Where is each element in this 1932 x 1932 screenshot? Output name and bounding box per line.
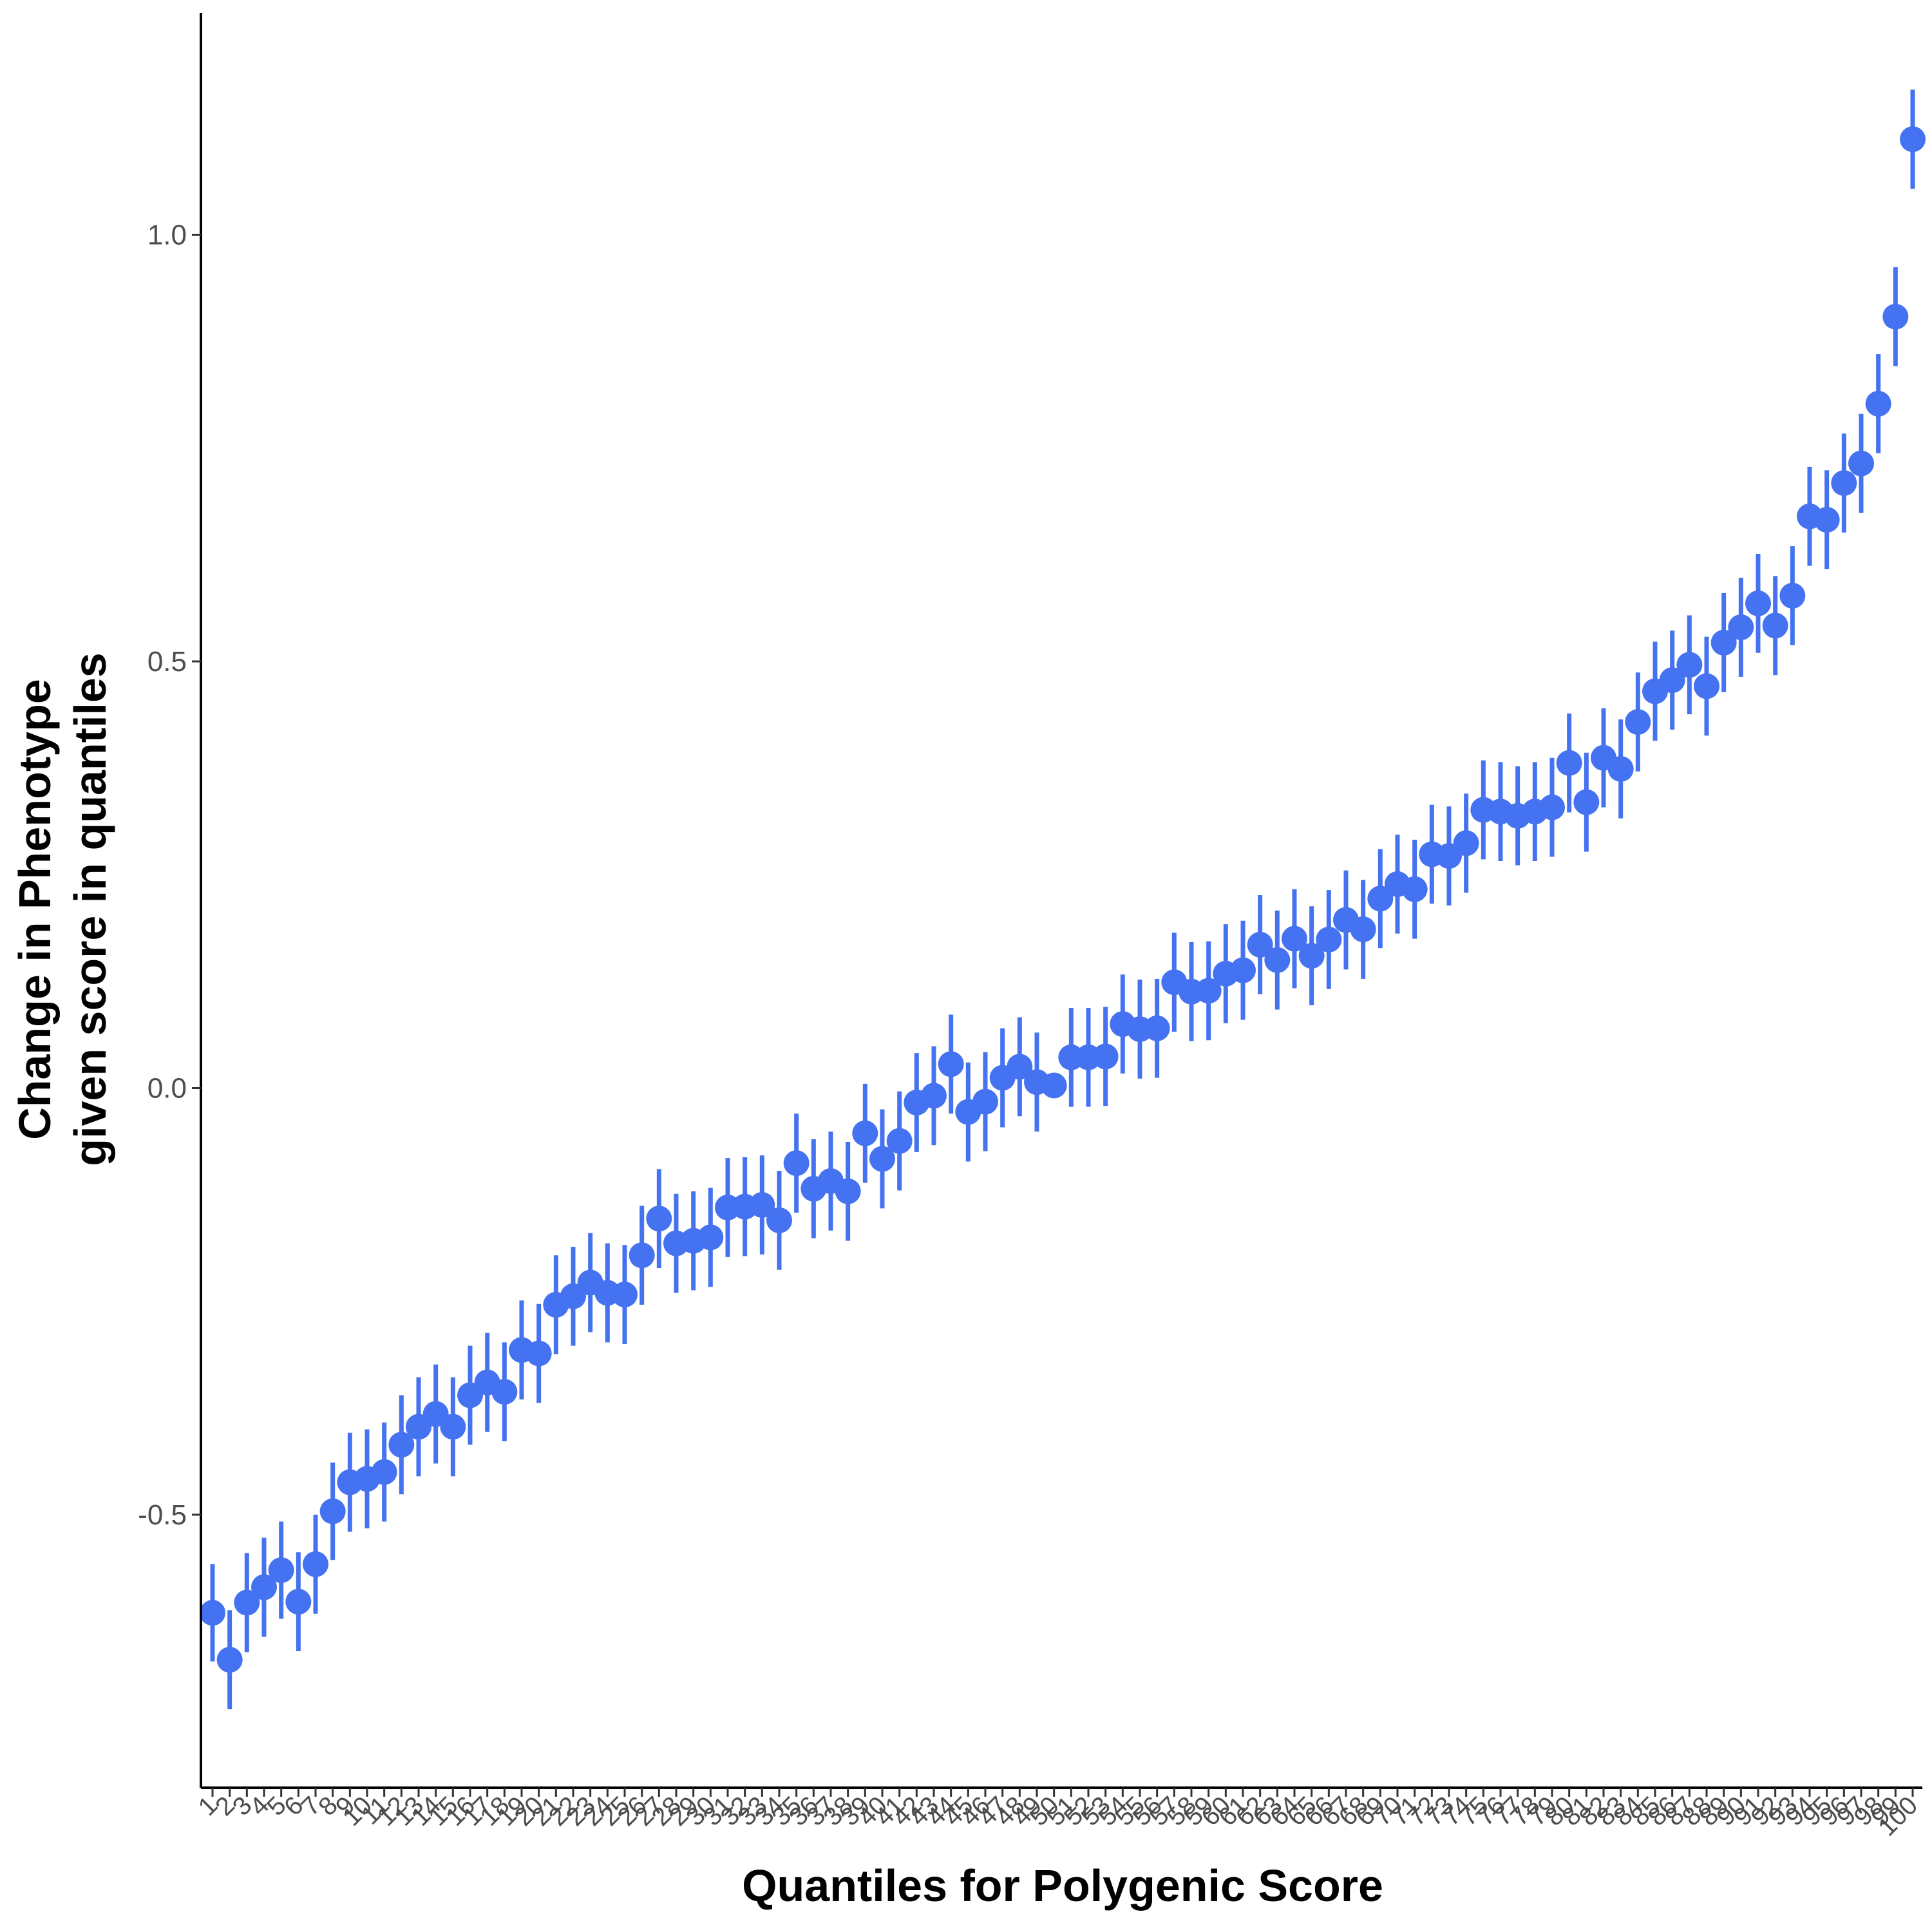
data-point — [268, 1557, 294, 1584]
data-point — [1556, 750, 1582, 776]
y-axis-title-line1: Change in Phenotype — [10, 679, 60, 1140]
data-point — [1041, 1072, 1067, 1099]
data-point — [1694, 673, 1719, 699]
data-point — [835, 1178, 861, 1204]
data-point — [783, 1150, 810, 1177]
data-point — [1762, 612, 1788, 639]
data-point — [1282, 925, 1307, 952]
data-point — [646, 1206, 672, 1232]
data-point — [285, 1589, 312, 1615]
data-point — [526, 1340, 552, 1367]
data-point — [1350, 916, 1376, 943]
data-point — [1367, 886, 1394, 912]
data-point — [886, 1128, 913, 1154]
data-point — [612, 1282, 638, 1308]
data-point — [749, 1192, 775, 1218]
data-point — [1814, 507, 1840, 533]
data-point — [1779, 582, 1806, 609]
data-point — [1453, 830, 1479, 857]
data-point — [234, 1589, 260, 1616]
y-tick-label: 0.0 — [147, 1073, 187, 1104]
y-tick-label: -0.5 — [138, 1499, 187, 1531]
data-point — [1401, 876, 1428, 902]
data-point — [766, 1207, 792, 1233]
data-point — [319, 1498, 346, 1524]
data-point — [1144, 1015, 1170, 1041]
data-point — [1573, 789, 1600, 815]
data-point — [921, 1083, 947, 1109]
data-point — [1316, 926, 1342, 952]
data-point — [629, 1242, 655, 1269]
data-point — [1900, 126, 1926, 153]
x-axis: 1234567891011121314151617181920212223242… — [193, 1786, 1923, 1842]
data-point — [371, 1459, 397, 1485]
y-axis-title-line2: given score in quantiles — [65, 652, 115, 1166]
data-point — [388, 1432, 415, 1458]
data-point — [251, 1574, 277, 1600]
x-axis-title: Quantiles for Polygenic Score — [742, 1861, 1383, 1911]
data-point — [1710, 629, 1737, 656]
data-point — [1848, 450, 1874, 477]
data-point — [1676, 652, 1703, 678]
data-point — [1230, 957, 1256, 983]
data-point — [216, 1647, 243, 1673]
data-point — [1831, 470, 1857, 497]
data-point — [1607, 755, 1634, 782]
data-point — [1247, 931, 1273, 958]
data-point — [491, 1379, 518, 1405]
y-axis: -0.5 0.0 0.5 1.0 — [138, 13, 202, 1788]
data-point — [200, 1600, 225, 1626]
data-point — [869, 1146, 895, 1172]
y-tick-label: 0.5 — [147, 646, 187, 677]
data-point — [697, 1224, 724, 1251]
plot-area — [200, 90, 1926, 1710]
data-point — [560, 1283, 586, 1309]
data-point — [852, 1120, 878, 1146]
data-point — [1007, 1054, 1033, 1080]
data-point — [303, 1551, 328, 1577]
data-point — [1092, 1043, 1119, 1070]
data-point — [440, 1414, 466, 1440]
data-point — [1882, 303, 1909, 330]
data-point — [1625, 709, 1651, 735]
data-point — [972, 1088, 998, 1115]
data-point — [1195, 978, 1222, 1004]
data-point — [1745, 590, 1771, 616]
y-tick-label: 1.0 — [147, 220, 187, 251]
data-point — [1264, 947, 1291, 973]
data-point — [1298, 943, 1325, 969]
data-point — [1539, 794, 1565, 820]
data-point — [1865, 390, 1891, 417]
data-point — [1659, 667, 1685, 694]
data-point — [938, 1051, 964, 1077]
data-point — [1728, 614, 1754, 640]
